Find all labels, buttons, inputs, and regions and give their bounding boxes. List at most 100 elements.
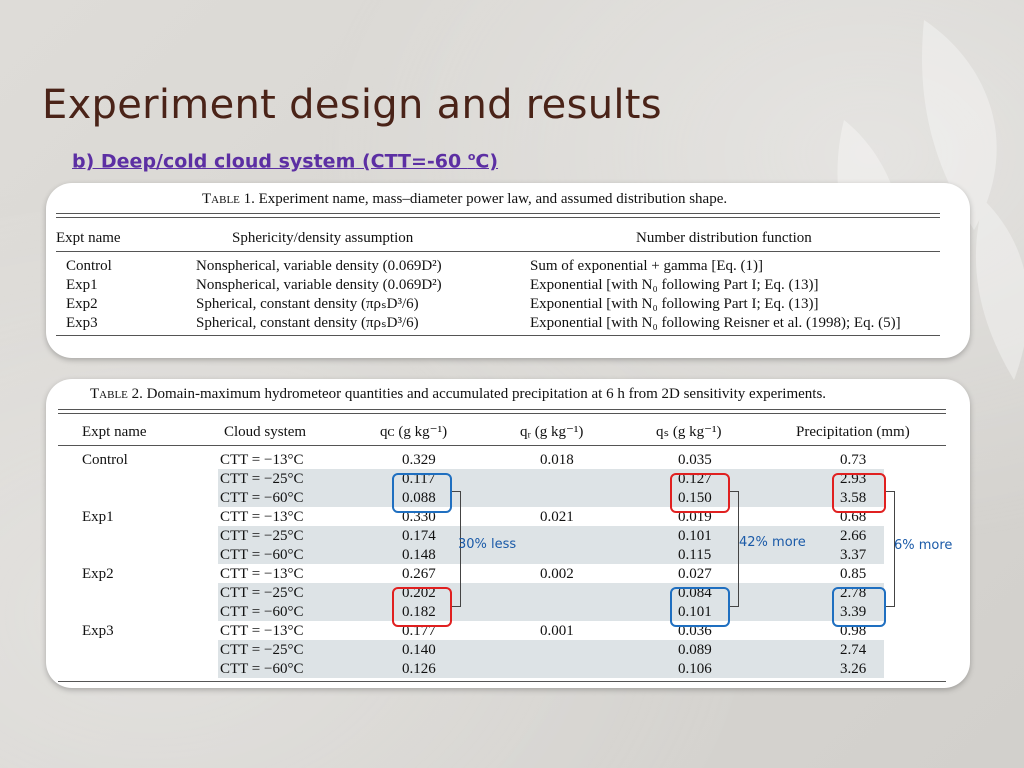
- t2-cell-qc: 0.202: [402, 585, 436, 601]
- t2-header-expt: Expt name: [82, 424, 147, 440]
- t2-cell-ctt: CTT = −13°C: [220, 623, 304, 639]
- t1-cell-distribution: Sum of exponential + gamma [Eq. (1)]: [530, 258, 763, 274]
- t2-cell-name: Exp2: [82, 566, 114, 582]
- t2-row-shade: [218, 602, 884, 621]
- t2-header-qr: qᵣ (g kg⁻¹): [520, 424, 584, 440]
- t2-header-precip: Precipitation (mm): [796, 424, 910, 440]
- t2-cell-ctt: CTT = −13°C: [220, 509, 304, 525]
- t2-cell-qc: 0.140: [402, 642, 436, 658]
- t1-cell-name: Exp2: [66, 296, 98, 312]
- t2-cell-precip: 2.93: [840, 471, 867, 487]
- t2-row-shade: [218, 488, 884, 507]
- qs-bracket: [730, 491, 739, 607]
- t2-cell-qc: 0.267: [402, 566, 436, 582]
- qs-highlight-exp2: [670, 587, 730, 627]
- t2-cell-precip: 0.85: [840, 566, 867, 582]
- t2-cell-precip: 3.58: [840, 490, 867, 506]
- t1-cell-name: Exp3: [66, 315, 98, 331]
- t2-cell-qs: 0.089: [678, 642, 712, 658]
- t2-cell-qs: 0.101: [678, 528, 712, 544]
- table2-caption: Table 2. Domain-maximum hydrometeor quan…: [90, 386, 827, 402]
- slide-title: Experiment design and results: [42, 82, 662, 128]
- table1-card: Table 1. Experiment name, mass–diameter …: [46, 183, 970, 358]
- t1-cell-name: Control: [66, 258, 112, 274]
- t2-cell-precip: 2.74: [840, 642, 867, 658]
- t2-cell-precip: 3.37: [840, 547, 867, 563]
- t1-header-distribution: Number distribution function: [636, 230, 812, 246]
- t2-cell-precip: 2.66: [840, 528, 867, 544]
- t2-cell-ctt: CTT = −25°C: [220, 642, 304, 658]
- qc-highlight-exp2: [392, 587, 452, 627]
- t1-cell-assumption: Nonspherical, variable density (0.069D²): [196, 277, 442, 293]
- t2-cell-ctt: CTT = −25°C: [220, 471, 304, 487]
- t2-cell-qc: 0.329: [402, 452, 436, 468]
- t2-cell-qc: 0.330: [402, 509, 436, 525]
- t2-cell-qc: 0.174: [402, 528, 436, 544]
- t1-cell-distribution: Exponential [with N₀ following Part I; E…: [530, 296, 819, 312]
- t2-row-shade: [218, 640, 884, 659]
- t2-cell-ctt: CTT = −60°C: [220, 661, 304, 677]
- t2-cell-precip: 0.98: [840, 623, 867, 639]
- t2-cell-qc: 0.126: [402, 661, 436, 677]
- t2-header-qs: qₛ (g kg⁻¹): [656, 424, 722, 440]
- t2-cell-ctt: CTT = −25°C: [220, 585, 304, 601]
- t2-cell-qs: 0.115: [678, 547, 712, 563]
- t2-cell-qs: 0.101: [678, 604, 712, 620]
- t2-cell-qc: 0.177: [402, 623, 436, 639]
- t2-cell-qr: 0.018: [540, 452, 574, 468]
- t2-row-shade: [218, 583, 884, 602]
- t2-cell-qr: 0.021: [540, 509, 574, 525]
- t2-cell-qs: 0.127: [678, 471, 712, 487]
- t2-cell-qs: 0.019: [678, 509, 712, 525]
- t2-cell-ctt: CTT = −13°C: [220, 566, 304, 582]
- t2-cell-precip: 0.73: [840, 452, 867, 468]
- qs-note: 42% more: [739, 535, 806, 550]
- t2-cell-qc: 0.182: [402, 604, 436, 620]
- qc-note: 30% less: [458, 537, 517, 552]
- t2-row-shade: [218, 526, 884, 545]
- t2-header-qc: qᴄ (g kg⁻¹): [380, 424, 448, 440]
- t1-cell-distribution: Exponential [with N₀ following Part I; E…: [530, 277, 819, 293]
- precip-highlight-exp2: [832, 587, 886, 627]
- t2-cell-qr: 0.001: [540, 623, 574, 639]
- qs-highlight-control: [670, 473, 730, 513]
- t2-header-cloud: Cloud system: [224, 424, 307, 440]
- t2-cell-ctt: CTT = −60°C: [220, 604, 304, 620]
- t2-cell-qs: 0.036: [678, 623, 712, 639]
- table2-card: Table 2. Domain-maximum hydrometeor quan…: [46, 379, 970, 688]
- table1-caption: Table 1. Experiment name, mass–diameter …: [202, 191, 728, 207]
- t2-row-shade: [218, 469, 884, 488]
- t2-cell-ctt: CTT = −25°C: [220, 528, 304, 544]
- t2-cell-qs: 0.027: [678, 566, 712, 582]
- t1-header-assumption: Sphericity/density assumption: [232, 230, 414, 246]
- t2-cell-ctt: CTT = −13°C: [220, 452, 304, 468]
- t2-cell-name: Exp1: [82, 509, 114, 525]
- t2-cell-name: Control: [82, 452, 128, 468]
- t2-cell-precip: 3.26: [840, 661, 867, 677]
- t2-cell-qs: 0.150: [678, 490, 712, 506]
- t2-cell-ctt: CTT = −60°C: [220, 547, 304, 563]
- qc-highlight-control: [392, 473, 452, 513]
- t2-cell-ctt: CTT = −60°C: [220, 490, 304, 506]
- t2-cell-qs: 0.035: [678, 452, 712, 468]
- t1-cell-assumption: Spherical, constant density (πρₛD³/6): [196, 315, 419, 331]
- t2-cell-name: Exp3: [82, 623, 114, 639]
- t2-cell-precip: 2.78: [840, 585, 867, 601]
- t2-cell-qr: 0.002: [540, 566, 574, 582]
- t1-header-expt: Expt name: [56, 230, 121, 246]
- t2-cell-qc: 0.117: [402, 471, 436, 487]
- t2-row-shade: [218, 659, 884, 678]
- t1-cell-assumption: Spherical, constant density (πρₛD³/6): [196, 296, 419, 312]
- t1-cell-name: Exp1: [66, 277, 98, 293]
- t2-cell-qc: 0.088: [402, 490, 436, 506]
- qc-bracket: [452, 491, 461, 607]
- t2-cell-qs: 0.106: [678, 661, 712, 677]
- t1-cell-distribution: Exponential [with N₀ following Reisner e…: [530, 315, 901, 331]
- t1-cell-assumption: Nonspherical, variable density (0.069D²): [196, 258, 442, 274]
- precip-bracket: [886, 491, 895, 607]
- precip-note: 6% more: [894, 538, 953, 553]
- precip-highlight-control: [832, 473, 886, 513]
- t2-row-shade: [218, 545, 884, 564]
- slide-subtitle: b) Deep/cold cloud system (CTT=-60 oC): [72, 150, 499, 173]
- t2-cell-qc: 0.148: [402, 547, 436, 563]
